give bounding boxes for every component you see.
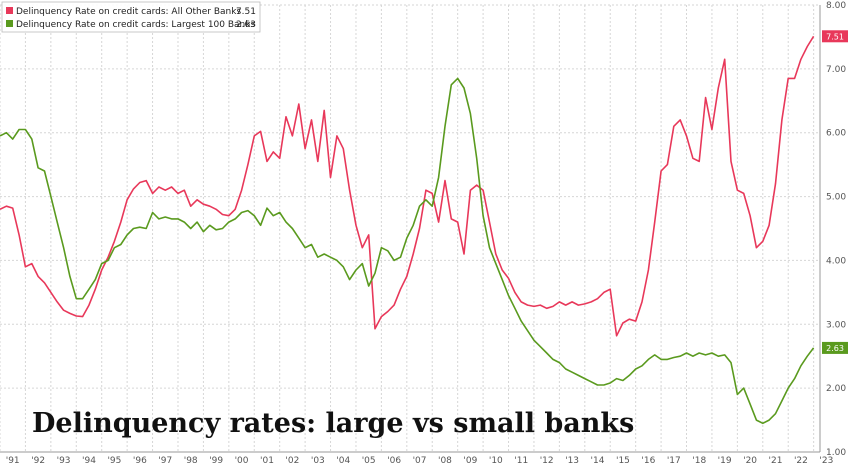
y-tick-label: 8.00 <box>826 1 846 11</box>
legend: Delinquency Rate on credit cards: All Ot… <box>1 1 261 33</box>
x-tick-label: '13 <box>565 456 579 466</box>
last-value-badge-1 <box>822 341 848 354</box>
y-tick-label: 6.00 <box>826 129 846 139</box>
x-tick-label: '92 <box>31 456 45 466</box>
x-tick-label: '94 <box>82 456 96 466</box>
x-tick-label: '99 <box>209 456 223 466</box>
legend-swatch-largest-100-banks <box>6 20 13 27</box>
x-axis-ticks: '91 '92 '93 '94 '95 '96 '97 '98 '99 '00 '01 '02 '03 '… <box>6 456 834 466</box>
last-value-badge-text-0: 7.51 <box>826 32 844 41</box>
x-tick-label: '91 <box>6 456 20 466</box>
x-tick-label: '98 <box>184 456 198 466</box>
x-tick-label: '23 <box>819 456 833 466</box>
x-tick-label: '09 <box>463 456 477 466</box>
x-tick-label: '20 <box>743 456 757 466</box>
x-tick-label: '10 <box>489 456 503 466</box>
x-tick-label: '15 <box>616 456 630 466</box>
last-value-badge-0 <box>822 30 848 43</box>
last-value-badge-text-1: 2.63 <box>826 344 844 353</box>
legend-label-largest-100-banks: Delinquency Rate on credit cards: Larges… <box>16 20 255 30</box>
x-tick-label: '17 <box>667 456 681 466</box>
series-line-1 <box>0 77 815 425</box>
x-tick-label: '04 <box>336 456 350 466</box>
x-tick-label: '00 <box>235 456 249 466</box>
x-tick-label: '93 <box>57 456 71 466</box>
x-tick-label: '02 <box>285 456 299 466</box>
x-tick-label: '21 <box>769 456 783 466</box>
y-tick-label: 3.00 <box>826 320 846 330</box>
y-tick-label: 1.00 <box>826 448 846 458</box>
x-tick-label: '19 <box>718 456 732 466</box>
last-value-badges: 7.51 2.63 <box>822 30 848 354</box>
x-tick-label: '03 <box>311 456 325 466</box>
x-tick-label: '96 <box>133 456 147 466</box>
legend-label-all-other-banks: Delinquency Rate on credit cards: All Ot… <box>16 7 241 17</box>
x-tick-label: '07 <box>413 456 427 466</box>
x-tick-label: '12 <box>540 456 554 466</box>
y-tick-label: 2.00 <box>826 384 846 394</box>
x-tick-label: '01 <box>260 456 274 466</box>
x-tick-label: '08 <box>438 456 452 466</box>
y-axis-ticks: 1.00 2.00 3.00 4.00 5.00 6.00 7.00 8.00 <box>826 1 846 458</box>
x-tick-label: '22 <box>794 456 808 466</box>
x-tick-label: '11 <box>514 456 528 466</box>
x-tick-label: '05 <box>362 456 376 466</box>
x-tick-label: '06 <box>387 456 401 466</box>
chart-title: Delinquency rates: large vs small banks <box>32 408 634 439</box>
legend-value-all-other-banks: 7.51 <box>236 7 256 17</box>
y-tick-label: 7.00 <box>826 65 846 75</box>
legend-value-largest-100-banks: 2.63 <box>236 20 256 30</box>
x-tick-label: '97 <box>158 456 172 466</box>
series-line-0 <box>0 35 815 337</box>
y-tick-label: 5.00 <box>826 193 846 203</box>
series-lines <box>0 35 815 425</box>
legend-box <box>1 1 261 33</box>
x-tick-label: '14 <box>591 456 605 466</box>
x-tick-label: '18 <box>692 456 706 466</box>
gridlines <box>0 4 820 453</box>
x-tick-label: '16 <box>641 456 655 466</box>
x-tick-label: '95 <box>107 456 121 466</box>
y-tick-label: 4.00 <box>826 256 846 266</box>
legend-swatch-all-other-banks <box>6 7 13 14</box>
